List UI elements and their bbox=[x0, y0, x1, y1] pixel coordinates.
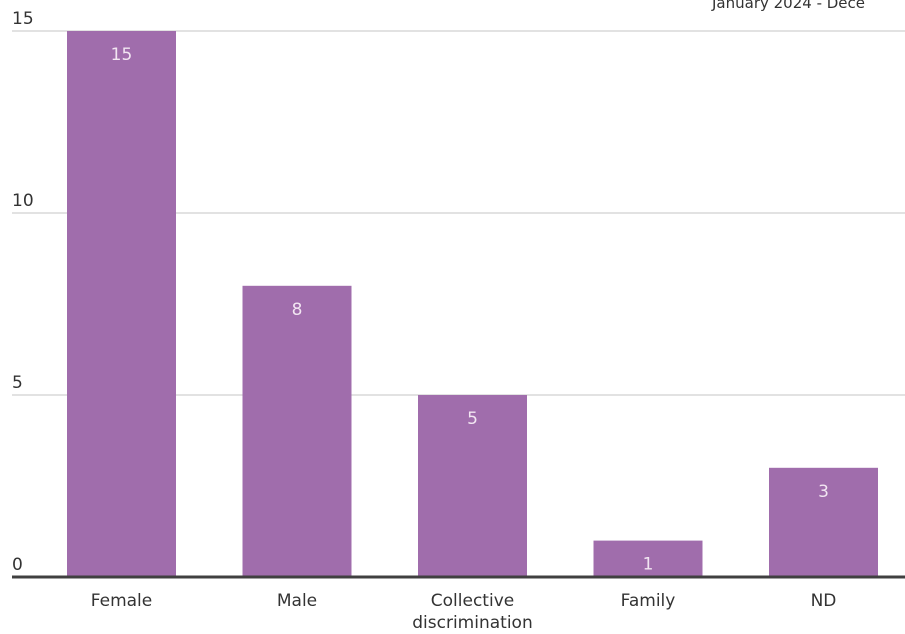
x-tick-label-2: Male bbox=[277, 591, 317, 611]
x-tick-label-3-line-1: Collective bbox=[431, 591, 514, 611]
bar-5 bbox=[769, 467, 878, 577]
y-tick-label-15: 15 bbox=[12, 9, 34, 29]
value-label-5: 3 bbox=[818, 482, 829, 502]
bar-3 bbox=[418, 395, 527, 577]
y-tick-label-5: 5 bbox=[12, 373, 23, 393]
bar-2 bbox=[242, 285, 352, 577]
x-tick-label-3-line-2: discrimination bbox=[412, 613, 532, 633]
value-labels: 15 8 5 1 3 bbox=[111, 45, 829, 575]
value-label-1: 15 bbox=[111, 45, 133, 65]
x-tick-label-4: Family bbox=[621, 591, 676, 611]
y-axis-ticks: 0 5 10 15 bbox=[12, 9, 34, 575]
chart-subtitle: January 2024 - Dece bbox=[711, 0, 865, 12]
value-label-3: 5 bbox=[467, 409, 478, 429]
bars bbox=[67, 31, 878, 577]
value-label-2: 8 bbox=[292, 300, 303, 320]
x-tick-label-1: Female bbox=[91, 591, 152, 611]
bar-1 bbox=[67, 31, 176, 577]
y-tick-label-10: 10 bbox=[12, 191, 34, 211]
x-tick-label-5: ND bbox=[811, 591, 837, 611]
bar-4 bbox=[593, 540, 703, 577]
value-label-4: 1 bbox=[643, 555, 654, 575]
y-tick-label-0: 0 bbox=[12, 555, 23, 575]
